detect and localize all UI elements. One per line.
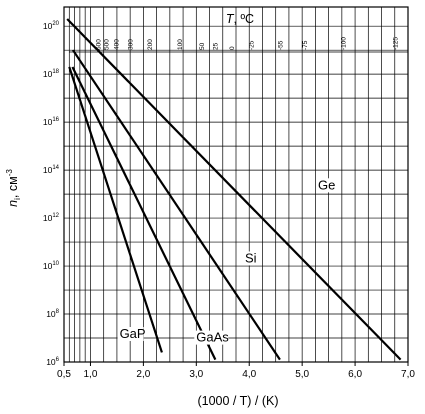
top-axis-tick-label: 600 bbox=[96, 39, 103, 50]
y-tick-label-base: 10 bbox=[43, 21, 53, 31]
x-tick-label: 4,0 bbox=[242, 369, 256, 380]
y-tick-label: 108 bbox=[46, 309, 59, 319]
x-tick-label: 2,0 bbox=[136, 369, 150, 380]
plot-border bbox=[63, 6, 409, 363]
series-line-gaas bbox=[71, 66, 217, 361]
series-line-si bbox=[72, 49, 281, 361]
y-tick-label-exponent: 10 bbox=[52, 261, 59, 267]
series-group bbox=[66, 18, 402, 361]
y-axis-title: ni, см-3 bbox=[5, 169, 22, 207]
y-tick-label: 1014 bbox=[43, 165, 60, 175]
y-tick-label-exponent: 8 bbox=[56, 309, 60, 315]
y-axis-title-exponent: -3 bbox=[5, 169, 14, 177]
y-tick-label-base: 10 bbox=[46, 357, 56, 367]
series-line-ge bbox=[66, 18, 402, 361]
y-tick-label: 1018 bbox=[43, 69, 60, 79]
top-axis-title-symbol: T bbox=[226, 12, 235, 26]
top-axis-tick-label: -75 bbox=[302, 40, 309, 50]
top-axis-tick-label: 25 bbox=[213, 42, 220, 50]
x-tick-label: 7,0 bbox=[401, 369, 415, 380]
top-axis-tick-label: 400 bbox=[114, 39, 121, 50]
top-axis-tick-label: -100 bbox=[341, 37, 348, 50]
x-axis-title: (1000 / T) / (K) bbox=[197, 394, 278, 408]
y-tick-label-exponent: 18 bbox=[52, 69, 59, 75]
series-label-bg bbox=[117, 327, 144, 342]
x-tick-label: 1,0 bbox=[84, 369, 98, 380]
series-line-gap bbox=[68, 66, 163, 353]
top-axis-tick-label: 500 bbox=[103, 39, 110, 50]
x-tick-label: 3,0 bbox=[189, 369, 203, 380]
series-label-gaas: GaAs bbox=[196, 330, 229, 345]
y-axis-title-unit: , см bbox=[6, 176, 20, 198]
y-tick-label: 1010 bbox=[43, 261, 60, 271]
top-axis-tick-label: 0 bbox=[229, 46, 236, 50]
y-axis-title-symbol: n bbox=[6, 200, 20, 207]
plot-frame bbox=[63, 6, 409, 366]
x-tick-label: 6,0 bbox=[348, 369, 362, 380]
series-label-gap: GaP bbox=[120, 326, 146, 341]
y-tick-label-base: 10 bbox=[43, 165, 53, 175]
y-tick-label: 1012 bbox=[43, 213, 60, 223]
top-axis-title-unit: , ºC bbox=[234, 12, 255, 26]
y-tick-label-base: 10 bbox=[43, 117, 53, 127]
grid bbox=[64, 7, 408, 362]
series-label-bg bbox=[194, 330, 229, 345]
x-tick-labels: 0,5 1,0 2,0 3,0 4,0 5,0 6,0 7,0 bbox=[57, 369, 415, 380]
y-tick-label-base: 10 bbox=[46, 309, 56, 319]
y-tick-label-exponent: 6 bbox=[56, 357, 60, 363]
top-axis-tick-label: 50 bbox=[199, 42, 206, 50]
series-label-si: Si bbox=[245, 250, 257, 265]
y-tick-label-exponent: 20 bbox=[52, 21, 59, 27]
y-tick-label: 1016 bbox=[43, 117, 60, 127]
top-axis-tick-label: -125 bbox=[392, 37, 399, 50]
top-axis-tick-label: 100 bbox=[177, 39, 184, 50]
y-tick-label-exponent: 12 bbox=[52, 213, 59, 219]
y-tick-label-base: 10 bbox=[43, 69, 53, 79]
top-axis-tick-label: -55 bbox=[278, 40, 285, 50]
y-tick-label-exponent: 14 bbox=[52, 165, 59, 171]
series-label-ge: Ge bbox=[318, 177, 335, 192]
top-axis-title: T, ºC bbox=[226, 12, 254, 26]
top-axis-tick-labels: 600 500 400 300 200 100 50 25 0 -25 -55 -75 -100 -125 bbox=[96, 37, 400, 50]
top-axis-tick-label: 200 bbox=[147, 39, 154, 50]
series-label-bg bbox=[242, 251, 261, 266]
top-axis-tick-label: 300 bbox=[127, 39, 134, 50]
y-tick-label-exponent: 16 bbox=[52, 117, 59, 123]
x-tick-label: 0,5 bbox=[57, 369, 71, 380]
series-label-bg bbox=[316, 178, 335, 193]
top-axis-tick-label: -25 bbox=[248, 40, 255, 50]
y-axis-title-subscript: i bbox=[13, 198, 22, 200]
y-tick-label-base: 10 bbox=[43, 261, 53, 271]
y-tick-label: 106 bbox=[46, 357, 59, 367]
y-tick-label: 1020 bbox=[43, 21, 60, 31]
y-tick-label-base: 10 bbox=[43, 213, 53, 223]
series-labels: Ge Si GaAs GaP bbox=[117, 177, 335, 345]
x-tick-label: 5,0 bbox=[295, 369, 309, 380]
